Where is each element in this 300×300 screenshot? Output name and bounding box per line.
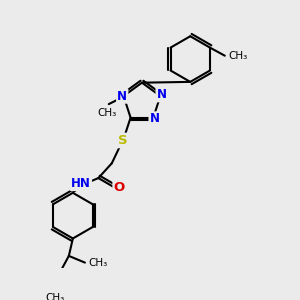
Text: CH₃: CH₃ [88,258,107,268]
Text: S: S [118,134,127,147]
Text: N: N [117,89,127,103]
Text: CH₃: CH₃ [46,293,65,300]
Text: O: O [114,181,125,194]
Text: CH₃: CH₃ [98,108,117,118]
Text: N: N [150,112,160,125]
Text: N: N [157,88,167,101]
Text: HN: HN [71,177,91,190]
Text: CH₃: CH₃ [228,51,247,61]
